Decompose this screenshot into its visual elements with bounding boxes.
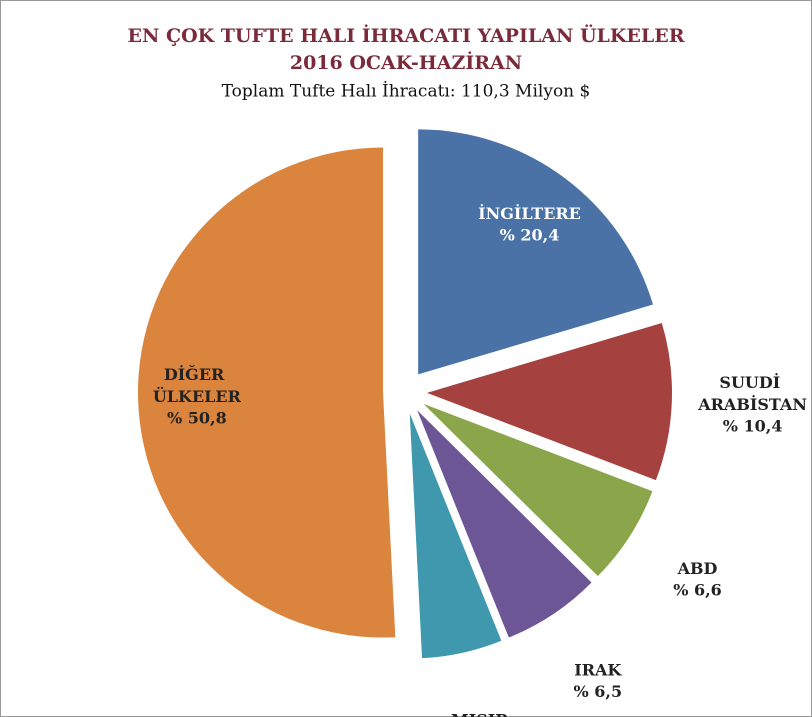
pie-slice	[138, 147, 396, 638]
slice-label: İNGİLTERE	[478, 203, 581, 223]
slice-label: SUUDİ ARABİSTAN	[697, 372, 807, 414]
chart-title: EN ÇOK TUFTE HALI İHRACATI YAPILAN ÜLKEL…	[128, 24, 685, 47]
chart-note: Toplam Tufte Halı İhracatı: 110,3 Milyon…	[222, 81, 591, 102]
pie-slice	[423, 403, 653, 577]
value-label: % 10,4	[723, 417, 783, 436]
chart-subtitle: 2016 OCAK-HAZİRAN	[290, 51, 522, 74]
slice-label: ABD	[677, 559, 718, 578]
slice-label: IRAK	[574, 660, 622, 679]
pie-slice	[426, 322, 672, 481]
value-label: % 6,6	[673, 581, 722, 600]
pie-slice	[417, 410, 592, 638]
slice-label: MISIR	[451, 710, 509, 717]
pie-slice	[409, 413, 502, 659]
slice-label: DİĞER ÜLKELER	[153, 364, 242, 406]
value-label: % 50,8	[167, 409, 227, 428]
value-label: % 6,5	[573, 682, 622, 701]
pie-slice	[418, 129, 653, 375]
value-label: % 20,4	[500, 226, 560, 245]
